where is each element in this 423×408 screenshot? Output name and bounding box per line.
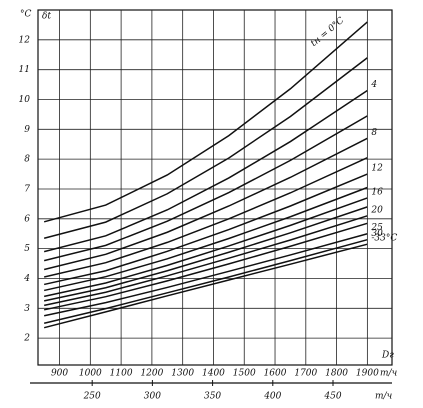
x-tick-label: 1500 (233, 369, 256, 379)
x2-tick-label: 450 (323, 392, 341, 402)
y-label: δt (42, 12, 51, 22)
curve (43, 89, 368, 253)
curve-label: 25 (370, 223, 383, 233)
y-tick-label: 9 (24, 125, 30, 135)
x-tick-label: 1600 (264, 369, 287, 379)
curve (43, 243, 368, 329)
curve (44, 206, 368, 302)
y-tick-label: 4 (23, 274, 30, 284)
curve (43, 137, 368, 271)
curve-label: 16 (371, 187, 383, 197)
x-tick-label: 1300 (171, 369, 194, 379)
curve-label: 30 (371, 229, 383, 239)
x2-unit: m/ч (375, 392, 392, 402)
x-tick-label: 1400 (202, 369, 225, 379)
curve (44, 233, 368, 317)
curve-label: -33°C (371, 234, 397, 244)
curve (43, 197, 368, 298)
curve (43, 173, 368, 286)
y-tick-label: 11 (19, 65, 30, 75)
y-tick-label: 5 (24, 244, 30, 254)
x2-tick-label: 350 (204, 392, 221, 402)
x-tick-label: 1100 (110, 369, 133, 379)
curve-label: 12 (371, 164, 383, 174)
curve (44, 222, 368, 311)
x-tick-label: 1200 (140, 369, 163, 379)
y-tick-label: 6 (24, 214, 30, 224)
curve (43, 186, 368, 292)
plot-frame (37, 9, 393, 366)
x-tick-label: 1700 (294, 369, 317, 379)
x-unit: m/ч (380, 369, 397, 379)
curve (43, 238, 368, 324)
x-tick-label: 900 (51, 369, 68, 379)
curve (43, 21, 368, 223)
y-unit: °C (20, 10, 32, 20)
x-tick-label: 1000 (79, 369, 102, 379)
curve (44, 215, 368, 307)
x-label: Dг (381, 351, 394, 361)
x2-tick-label: 300 (144, 392, 161, 402)
curve-label: tн = 0°C (309, 16, 346, 49)
x2-tick-label: 250 (83, 392, 101, 402)
curve (43, 57, 368, 239)
y-tick-label: 12 (19, 35, 31, 45)
x-tick-label: 1800 (325, 369, 348, 379)
y-tick-label: 7 (24, 184, 30, 194)
curve (43, 115, 368, 262)
curve-label: 20 (370, 205, 383, 215)
curve-label: 8 (371, 128, 377, 138)
x2-tick-label: 400 (263, 392, 281, 402)
y-tick-label: 2 (23, 334, 30, 344)
curve (43, 156, 368, 278)
y-tick-label: 10 (19, 95, 31, 105)
x-tick-label: 1900 (356, 369, 379, 379)
y-tick-label: 8 (24, 155, 30, 165)
curve-label: 4 (370, 80, 377, 90)
y-tick-label: 3 (24, 304, 30, 314)
